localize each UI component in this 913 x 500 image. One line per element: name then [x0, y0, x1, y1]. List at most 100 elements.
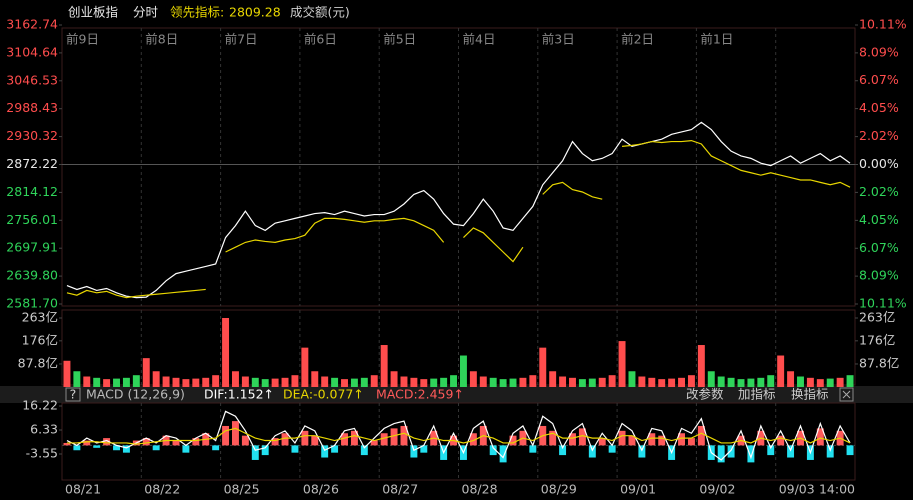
volume-bar [172, 377, 180, 387]
line [66, 410, 851, 461]
line [225, 217, 445, 253]
x-tick-label: 08/22 [144, 482, 180, 497]
day-label: 前9日 [66, 32, 99, 47]
volume-bar [63, 360, 71, 387]
macd-bar [172, 440, 180, 446]
macd-bar [380, 433, 388, 446]
macd-bar [697, 425, 705, 446]
dif-label: DIF:1.152↑ [204, 387, 274, 402]
volume-bar [390, 371, 398, 387]
macd-bar [360, 445, 368, 456]
volume-title: 成交额(元) [290, 5, 350, 20]
volume-bar [846, 375, 854, 387]
x-tick-label: 08/29 [541, 482, 577, 497]
volume-bar [618, 341, 626, 387]
macd-bar [251, 445, 259, 460]
control[interactable]: 换指标 [791, 387, 829, 402]
control[interactable]: 加指标 [738, 387, 776, 402]
volume-bar [509, 378, 517, 387]
macd-bar [648, 433, 656, 446]
macd-header-bar [0, 386, 913, 403]
line [542, 181, 603, 200]
y-tick-label: 0.00% [859, 156, 899, 171]
line [66, 288, 206, 299]
y-tick-label: 2.02% [859, 128, 899, 143]
y-tick-label: 6.07% [859, 72, 899, 87]
volume-bar [777, 355, 785, 387]
volume-bar [787, 371, 795, 387]
volume-bar [142, 358, 150, 387]
macd-bar [777, 435, 785, 446]
volume-bar [103, 379, 111, 387]
volume-bar [331, 377, 339, 387]
y-tick-label: 263亿 [859, 310, 895, 325]
y-tick-label: 87.8亿 [18, 355, 58, 370]
close-icon[interactable] [842, 390, 851, 399]
volume-bar [291, 375, 299, 387]
volume-bar [826, 378, 834, 387]
macd-bar [113, 445, 120, 451]
volume-bar [678, 377, 686, 387]
macd-bar [598, 438, 606, 446]
macd-bar [400, 425, 408, 446]
y-tick-label: 2872.22 [6, 156, 58, 171]
y-tick-label: 176亿 [859, 332, 895, 347]
y-tick-label: 6.07% [859, 240, 899, 255]
macd-bar [311, 435, 319, 446]
volume-bar [668, 378, 676, 387]
x-tick-label: 08/26 [303, 482, 339, 497]
y-tick-label: 2.02% [859, 184, 899, 199]
macd-bar [628, 435, 636, 446]
help[interactable]: ? [70, 387, 77, 402]
volume-bar [350, 378, 358, 387]
macd-bar [350, 430, 358, 446]
volume-bar [132, 375, 140, 387]
volume-bar [727, 377, 735, 387]
close-button[interactable] [839, 387, 854, 402]
y-tick-label: 10.11% [859, 17, 907, 32]
volume-bar [261, 379, 269, 387]
macd-bar [618, 430, 626, 446]
y-tick-label: 2581.70 [6, 296, 58, 311]
macd-bar [73, 445, 81, 451]
macd-label: MACD:2.459↑ [376, 387, 464, 402]
y-tick-label: 16.22 [22, 398, 58, 413]
y-tick-label: 2639.80 [6, 268, 58, 283]
y-tick-label: 2697.91 [6, 240, 58, 255]
x-tick-label: 08/21 [65, 482, 101, 497]
volume-bar [73, 371, 81, 387]
macd-bar [489, 445, 497, 456]
macd-bar [727, 445, 735, 458]
volume-bar [717, 376, 725, 387]
control[interactable]: 改参数 [686, 387, 724, 402]
volume-bar [440, 377, 448, 387]
y-tick-label: 3046.53 [6, 72, 58, 87]
y-tick-label: 2814.12 [6, 184, 58, 199]
macd-bar [816, 428, 824, 446]
macd-bar [152, 445, 160, 451]
macd-bar [509, 435, 517, 446]
volume-bar [797, 376, 804, 387]
macd-bar [222, 425, 230, 446]
volume-bar [658, 379, 666, 387]
volume-bar [311, 371, 319, 387]
y-tick-label: 2988.43 [6, 100, 58, 115]
volume-bar [479, 376, 487, 387]
macd-bar [420, 445, 428, 453]
day-label: 前8日 [145, 32, 178, 47]
volume-bar [360, 377, 368, 387]
help-box[interactable] [65, 387, 81, 402]
macd-bar [142, 438, 150, 446]
volume-bar [816, 379, 824, 387]
close-box[interactable] [839, 387, 854, 402]
volume-bar [628, 371, 636, 387]
macd-bar [687, 438, 695, 446]
y-tick-label: 3104.64 [6, 44, 58, 59]
volume-bar [430, 378, 438, 387]
macd-bar [241, 435, 249, 446]
volume-bar [529, 375, 537, 387]
y-tick-label: 8.09% [859, 268, 899, 283]
volume-bar [400, 376, 408, 387]
macd-bar [588, 445, 596, 458]
